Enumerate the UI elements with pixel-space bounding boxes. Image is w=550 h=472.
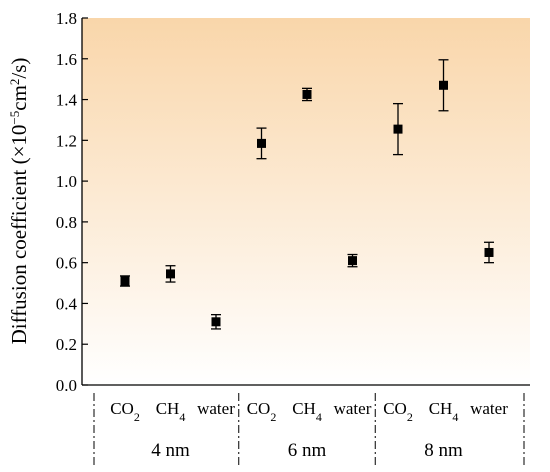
group-label: 4 nm [151,440,190,461]
group-label: 6 nm [288,440,327,461]
y-tick-label: 1.6 [56,50,77,69]
x-category-label: CO2 [383,399,413,424]
y-axis-label-unit: cm [7,85,31,111]
y-axis-label-exp2: 2 [7,79,22,86]
group-dividers [93,393,525,468]
y-tick-label: 0.6 [56,254,77,273]
data-point [484,247,494,257]
x-category-label: CO2 [247,399,277,424]
data-markers [120,59,494,330]
y-axis-label-main: Diffusion coefficient (×10 [7,125,31,345]
data-point [348,256,357,266]
data-point [211,317,221,327]
x-category-label: water [197,399,235,418]
y-axis-label-exp: −5 [7,111,22,125]
data-point [302,89,312,99]
data-point [439,80,448,90]
y-tick-label: 1.2 [56,131,77,150]
y-tick-label: 0.4 [56,294,78,313]
y-tick-label: 1.8 [56,9,77,28]
x-category-label: CH4 [429,399,459,424]
y-tick-label: 1.0 [56,172,77,191]
y-axis: 0.0 0.2 0.4 0.6 0.8 1.0 1.2 1.4 1.6 1.8 [56,9,88,395]
data-point [257,138,266,148]
x-category-label: water [334,399,372,418]
data-point [393,124,403,134]
data-point [120,276,130,286]
y-tick-label: 0.0 [56,376,77,395]
x-category-label: water [470,399,508,418]
y-tick-label: 0.2 [56,335,77,354]
x-category-labels: CO2 CH4 water CO2 CH4 water CO2 CH4 water [110,399,508,424]
x-category-label: CH4 [156,399,186,424]
x-category-label: CH4 [292,399,322,424]
y-tick-label: 0.8 [56,213,77,232]
data-point [166,269,175,279]
y-axis-label-tail: /s) [7,58,31,79]
x-category-label: CO2 [110,399,140,424]
y-axis-label: Diffusion coefficient (×10−5cm2/s) [7,58,32,345]
x-group-labels: 4 nm 6 nm 8 nm [151,440,463,461]
plot-background [82,18,530,385]
group-label: 8 nm [424,440,463,461]
y-tick-label: 1.4 [56,91,78,110]
